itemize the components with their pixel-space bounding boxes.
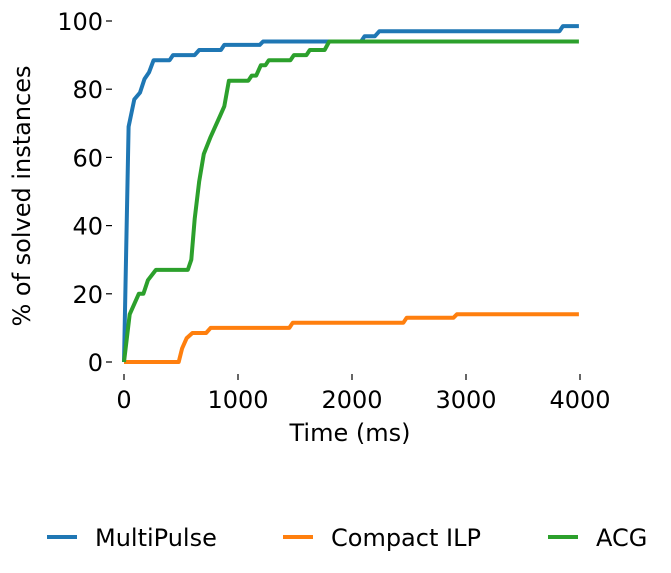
series-line-multipulse: [122, 24, 579, 363]
x-tick-label: 1000: [207, 386, 268, 414]
legend-label: ACG: [596, 524, 647, 552]
y-axis: 0 20 40 60 80 100: [57, 8, 112, 377]
x-tick-label: 2000: [321, 386, 382, 414]
series-line-acg: [122, 39, 579, 363]
y-tick-label: 0: [88, 349, 103, 377]
legend-label: MultiPulse: [95, 524, 217, 552]
x-tick-label: 3000: [435, 386, 496, 414]
y-axis-title: % of solved instances: [8, 65, 36, 326]
legend-item: Compact ILP: [283, 524, 481, 552]
y-tick-label: 100: [57, 8, 103, 36]
legend-item: MultiPulse: [47, 524, 217, 552]
y-tick-label: 40: [72, 213, 103, 241]
legend: MultiPulse Compact ILP ACG: [47, 524, 647, 552]
legend-item: ACG: [548, 524, 647, 552]
y-tick-label: 60: [72, 144, 103, 172]
series-line-compact-ilp: [124, 312, 579, 364]
plot-area: [122, 24, 579, 364]
x-tick-label: 4000: [549, 386, 610, 414]
y-tick-label: 80: [72, 76, 103, 104]
x-axis: 0 1000 2000 3000 4000: [116, 374, 611, 414]
y-tick-label: 20: [72, 281, 103, 309]
legend-label: Compact ILP: [331, 524, 481, 552]
x-tick-label: 0: [116, 386, 131, 414]
x-axis-title: Time (ms): [289, 419, 411, 447]
